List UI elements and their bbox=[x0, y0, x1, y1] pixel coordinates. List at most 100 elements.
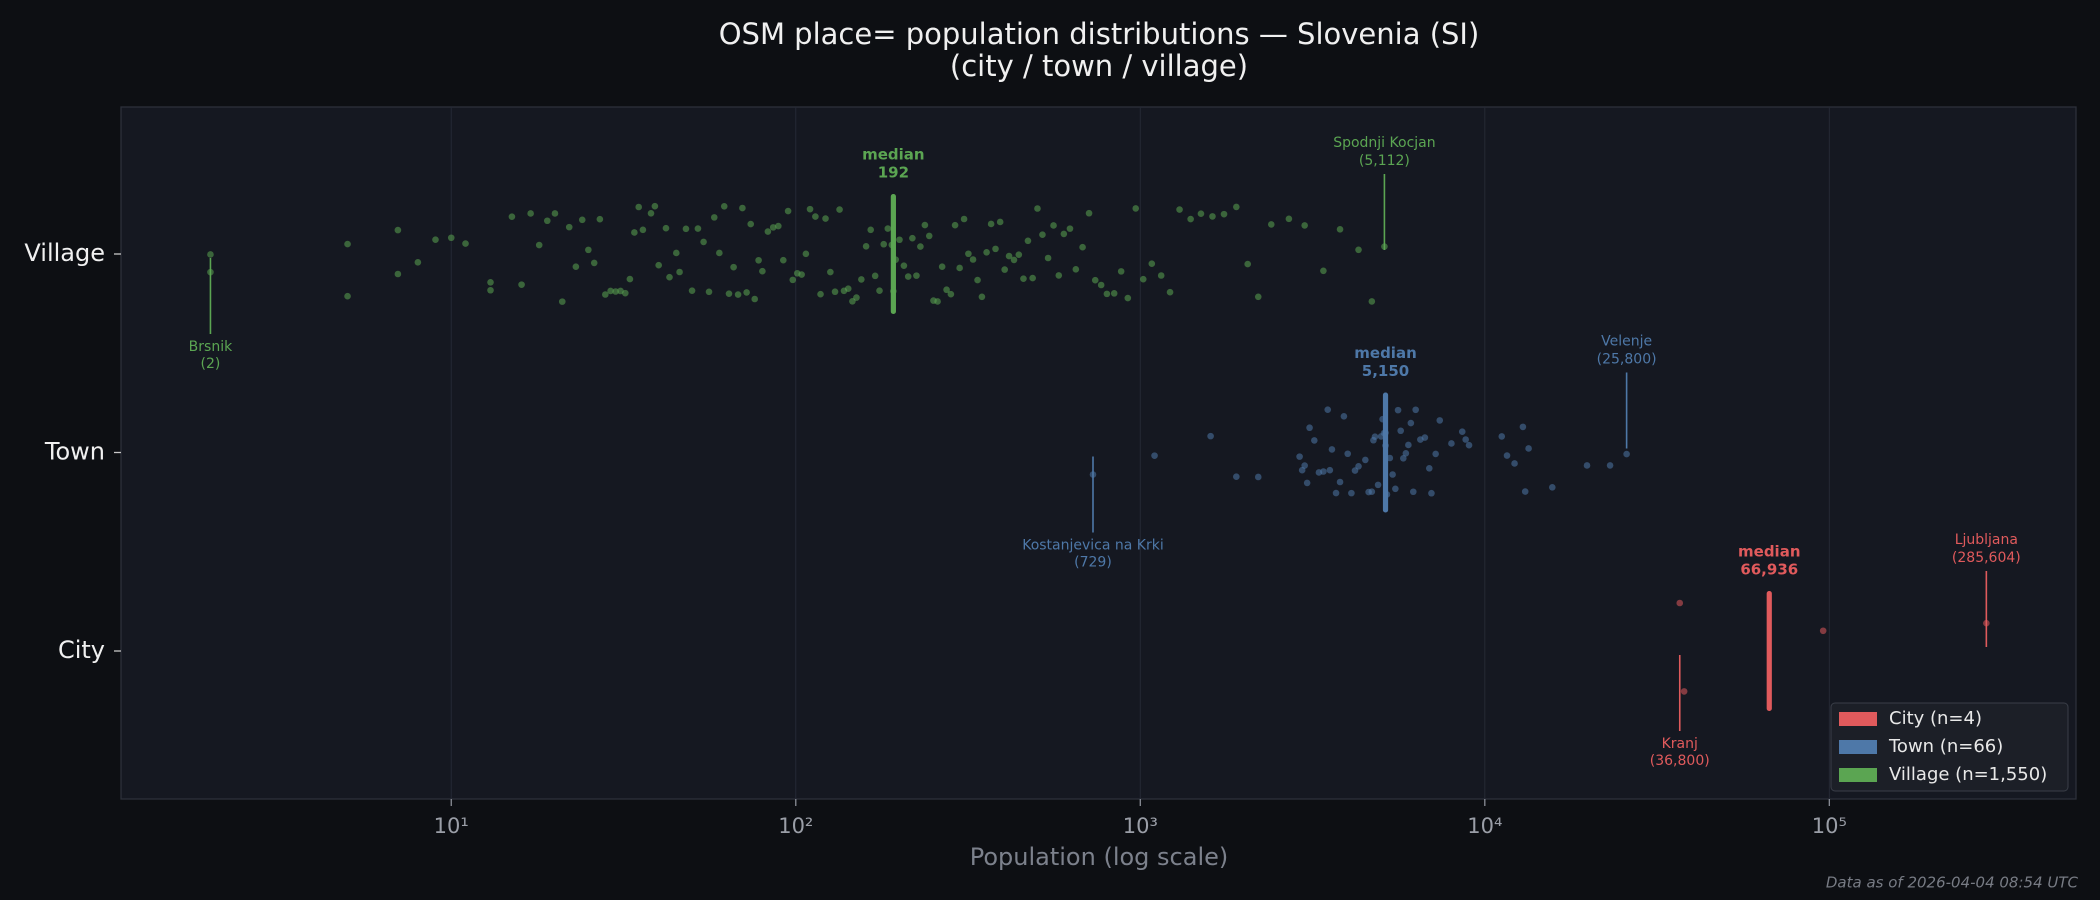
data-point bbox=[1044, 254, 1052, 262]
data-point bbox=[978, 293, 986, 301]
data-point bbox=[344, 292, 351, 300]
data-point bbox=[1324, 406, 1332, 413]
data-point bbox=[987, 220, 995, 228]
data-point bbox=[394, 270, 402, 278]
data-point bbox=[844, 285, 852, 292]
data-point bbox=[1207, 432, 1214, 440]
data-point bbox=[917, 243, 924, 250]
data-point bbox=[822, 215, 829, 222]
data-point bbox=[996, 218, 1004, 226]
data-point bbox=[775, 222, 782, 230]
data-point bbox=[1332, 489, 1340, 497]
data-point bbox=[1412, 406, 1419, 414]
data-point bbox=[1301, 462, 1308, 469]
data-point bbox=[543, 217, 551, 225]
data-point bbox=[1306, 424, 1313, 432]
data-point bbox=[621, 289, 629, 297]
data-point bbox=[1005, 252, 1013, 260]
data-point bbox=[720, 202, 728, 210]
data-point bbox=[1436, 417, 1444, 424]
data-point bbox=[1157, 272, 1165, 279]
data-point bbox=[871, 272, 879, 280]
y-tick-label: Town bbox=[44, 438, 105, 466]
data-point bbox=[639, 226, 647, 234]
data-point bbox=[655, 261, 662, 269]
median-title: median bbox=[1738, 543, 1800, 561]
data-point bbox=[1623, 450, 1630, 458]
data-point bbox=[596, 215, 604, 223]
data-point bbox=[607, 287, 614, 295]
data-point bbox=[1091, 276, 1099, 284]
data-point bbox=[1020, 275, 1027, 282]
data-point bbox=[1676, 599, 1684, 607]
data-point bbox=[925, 232, 933, 240]
data-point bbox=[853, 294, 860, 301]
data-point bbox=[867, 226, 875, 234]
data-point bbox=[1392, 485, 1399, 493]
data-point bbox=[662, 224, 670, 232]
legend-label: Village (n=1,550) bbox=[1889, 764, 2047, 785]
data-point bbox=[1233, 473, 1240, 480]
data-point bbox=[1285, 215, 1293, 223]
median-line bbox=[1382, 392, 1389, 513]
data-point bbox=[960, 215, 968, 223]
data-point bbox=[755, 256, 762, 264]
data-point bbox=[779, 256, 787, 264]
data-point bbox=[1085, 209, 1093, 217]
data-point bbox=[759, 267, 766, 275]
data-point bbox=[651, 202, 659, 210]
data-point bbox=[1055, 272, 1063, 279]
legend-swatch bbox=[1839, 712, 1877, 726]
data-point bbox=[462, 240, 469, 247]
data-point bbox=[1371, 433, 1379, 440]
data-point bbox=[1079, 243, 1086, 251]
data-point bbox=[798, 271, 805, 278]
data-point bbox=[716, 249, 723, 257]
data-point bbox=[992, 245, 999, 253]
data-point bbox=[1389, 471, 1396, 478]
data-point bbox=[1428, 489, 1435, 497]
data-point bbox=[764, 228, 772, 235]
data-point bbox=[1394, 406, 1402, 414]
data-point bbox=[1320, 468, 1327, 475]
median-label: 192 bbox=[878, 164, 909, 182]
data-point bbox=[1462, 436, 1469, 443]
data-point bbox=[612, 288, 619, 295]
data-point bbox=[527, 210, 534, 217]
data-point bbox=[734, 291, 742, 298]
data-point bbox=[635, 203, 642, 211]
data-point bbox=[672, 249, 680, 257]
data-point bbox=[1432, 450, 1439, 458]
annotation-value: (5,112) bbox=[1359, 153, 1410, 169]
data-point bbox=[983, 248, 990, 256]
footer: Data as of 2026-04-04 08:54 UTC bbox=[1826, 874, 2079, 892]
x-tick-label: 10¹ bbox=[434, 814, 469, 838]
data-point bbox=[1029, 274, 1036, 282]
data-point bbox=[1409, 488, 1417, 496]
data-point bbox=[1362, 456, 1369, 464]
median-label: 5,150 bbox=[1362, 362, 1409, 380]
data-point bbox=[934, 298, 941, 305]
data-point bbox=[974, 276, 981, 284]
annotation-name: Spodnji Kocjan bbox=[1333, 135, 1435, 151]
data-point bbox=[1348, 489, 1355, 497]
data-point bbox=[682, 225, 690, 233]
data-point bbox=[1311, 437, 1318, 444]
data-point bbox=[1519, 423, 1527, 431]
data-point bbox=[1001, 266, 1008, 273]
data-point bbox=[769, 224, 777, 231]
data-point bbox=[558, 298, 566, 305]
data-point bbox=[1209, 213, 1216, 220]
data-point bbox=[1328, 446, 1336, 453]
data-point bbox=[585, 246, 592, 254]
data-point bbox=[1267, 221, 1275, 228]
data-point bbox=[414, 259, 422, 266]
x-tick-label: 10⁵ bbox=[1812, 814, 1847, 838]
data-point bbox=[694, 225, 702, 232]
data-point bbox=[344, 240, 351, 248]
x-tick-label: 10² bbox=[778, 814, 813, 838]
data-point bbox=[1355, 463, 1362, 470]
median-line bbox=[1766, 591, 1772, 711]
legend-box bbox=[1830, 702, 2069, 792]
data-point bbox=[812, 213, 819, 220]
